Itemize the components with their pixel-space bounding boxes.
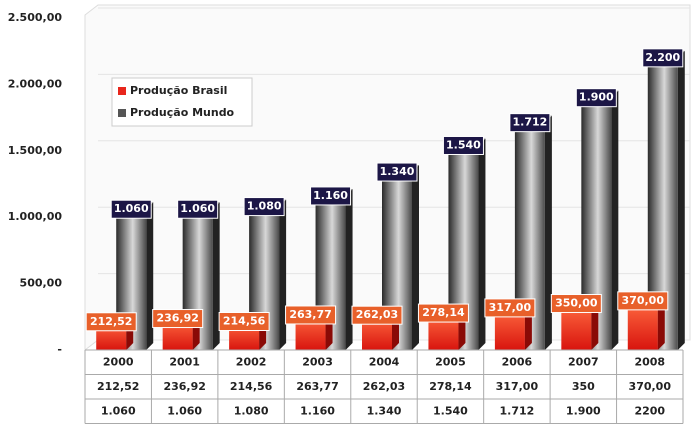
bar-side: [611, 90, 619, 351]
legend-swatch: [118, 87, 126, 95]
data-label: 1.900: [579, 91, 614, 104]
table-cell: 236,92: [163, 380, 205, 393]
data-label-box: [110, 199, 152, 219]
bar-side: [212, 202, 220, 350]
table-cell: 370,00: [629, 380, 672, 393]
bar-side: [279, 199, 287, 350]
table-cell: 350: [572, 380, 595, 393]
data-label: 1.060: [180, 202, 215, 215]
table-cell: 1.160: [300, 404, 335, 417]
data-label-box: [285, 305, 337, 325]
data-label-box: [550, 294, 602, 314]
x-tick-label: 2002: [236, 355, 267, 368]
y-tick-label: 2.000,00: [8, 77, 63, 90]
x-tick-label: 2003: [302, 355, 333, 368]
legend-swatch: [118, 109, 126, 117]
data-label: 236,92: [156, 312, 198, 325]
y-tick-label: 1.000,00: [8, 210, 63, 223]
data-label: 1.060: [114, 202, 149, 215]
data-label-box: [218, 312, 270, 332]
y-tick-label: 1.500,00: [8, 144, 63, 157]
data-label-box: [243, 197, 285, 217]
x-tick-label: 2001: [169, 355, 200, 368]
table-cell: 214,56: [230, 380, 273, 393]
data-label-box: [617, 291, 669, 311]
data-label: 278,14: [422, 306, 465, 319]
data-label-box: [310, 186, 352, 206]
data-label: 1.160: [313, 189, 348, 202]
legend-label: Produção Mundo: [130, 106, 235, 119]
data-label-box: [509, 113, 551, 133]
table-cell: 2200: [634, 404, 665, 417]
data-label-box: [351, 305, 403, 325]
bar-side: [345, 188, 353, 350]
x-tick-label: 2000: [103, 355, 134, 368]
bar-side: [677, 50, 685, 351]
bar-side: [412, 165, 419, 350]
data-label-box: [85, 312, 137, 332]
data-label-box: [417, 303, 469, 323]
data-label-box: [376, 162, 418, 182]
table-cell: 1.540: [433, 404, 468, 417]
table-cell: 317,00: [496, 380, 539, 393]
data-label: 263,77: [289, 308, 331, 321]
data-label: 2.200: [645, 51, 680, 64]
table-cell: 278,14: [429, 380, 472, 393]
table-cell: 1.060: [167, 404, 202, 417]
data-label-box: [152, 309, 204, 329]
y-tick-label: 500,00: [20, 277, 63, 290]
x-tick-label: 2005: [435, 355, 466, 368]
data-label: 1.712: [512, 116, 547, 129]
y-tick-label: -: [57, 343, 62, 356]
table-cell: 1.060: [101, 404, 136, 417]
bar-side: [478, 138, 486, 350]
data-label: 1.340: [380, 165, 415, 178]
data-label: 370,00: [622, 294, 665, 307]
data-label: 214,56: [223, 315, 266, 328]
table-cell: 262,03: [363, 380, 405, 393]
data-label-box: [442, 135, 484, 155]
legend-label: Produção Brasil: [130, 84, 227, 97]
table-cell: 1.340: [367, 404, 402, 417]
x-tick-label: 2006: [502, 355, 533, 368]
data-label: 1.080: [247, 200, 282, 213]
data-label: 262,03: [356, 308, 398, 321]
x-tick-label: 2007: [568, 355, 599, 368]
data-label-box: [484, 298, 536, 318]
bar-side: [544, 115, 552, 351]
table-cell: 263,77: [296, 380, 338, 393]
legend-box: [111, 77, 253, 127]
data-label: 212,52: [90, 315, 132, 328]
table-cell: 1.900: [566, 404, 601, 417]
table-cell: 1.712: [499, 404, 534, 417]
data-label-box: [177, 199, 219, 219]
data-label: 317,00: [489, 301, 532, 314]
data-label: 1.540: [446, 138, 481, 151]
data-label-box: [575, 88, 617, 108]
x-tick-label: 2004: [369, 355, 400, 368]
table-cell: 212,52: [97, 380, 139, 393]
data-label-box: [642, 48, 684, 68]
bar-side: [146, 202, 154, 350]
table-cell: 1.080: [234, 404, 269, 417]
data-label: 350,00: [555, 297, 598, 310]
y-tick-label: 2.500,00: [8, 11, 63, 24]
x-tick-label: 2008: [634, 355, 665, 368]
